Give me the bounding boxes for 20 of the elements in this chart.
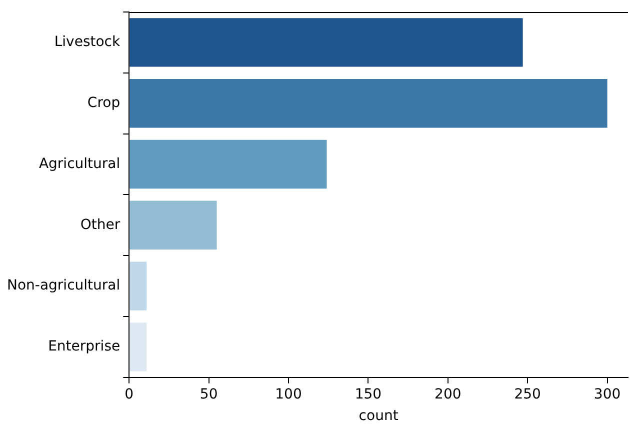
x-axis-title: count xyxy=(358,408,399,424)
bar xyxy=(130,18,523,67)
x-tick-label: 50 xyxy=(200,386,218,402)
y-tick-label: Livestock xyxy=(54,34,122,50)
y-tick-label: Crop xyxy=(87,94,120,111)
y-tick-label: Non-agricultural xyxy=(6,278,120,294)
bar xyxy=(130,78,608,128)
x-tick-label: 200 xyxy=(434,386,462,402)
x-tick-label: 150 xyxy=(354,386,382,402)
y-tick-label: Other xyxy=(80,216,120,233)
x-tick-label: 250 xyxy=(514,386,541,402)
x-tick-label: 0 xyxy=(124,386,134,402)
bar xyxy=(130,200,217,250)
bar xyxy=(130,262,147,310)
bar xyxy=(130,140,327,189)
x-tick-label: 100 xyxy=(275,386,302,402)
x-tick-label: 300 xyxy=(594,386,621,402)
y-tick-label: Enterprise xyxy=(48,338,120,355)
bar xyxy=(130,322,147,372)
y-tick-label: Agricultural xyxy=(38,156,120,172)
